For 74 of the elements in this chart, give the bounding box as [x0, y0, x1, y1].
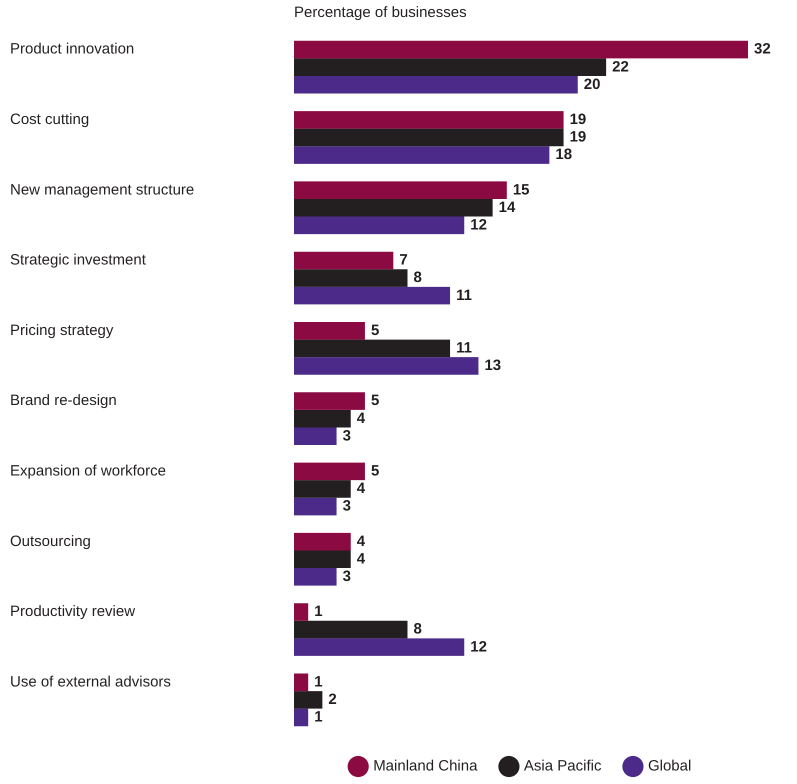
bar: [294, 357, 478, 375]
bar: [294, 427, 337, 446]
y-tick-label: Strategic investment: [10, 252, 147, 269]
data-label: 8: [414, 620, 422, 638]
bar: [294, 620, 408, 638]
bar: [294, 322, 365, 340]
y-tick-label: Use of external advisors: [10, 673, 171, 690]
chart-subtitle: Percentage of businesses: [294, 4, 467, 22]
bar: [294, 340, 450, 358]
data-label: 19: [570, 128, 586, 146]
y-tick-label: Cost cutting: [10, 111, 90, 128]
data-label: 20: [584, 76, 600, 93]
data-label: 15: [512, 181, 530, 198]
legend-label: Mainland China: [373, 758, 478, 775]
data-label: 18: [555, 146, 572, 164]
bar: [294, 550, 351, 568]
bar: [294, 480, 351, 498]
data-label: 13: [484, 357, 502, 374]
bar: [294, 269, 408, 287]
legend-label: Global: [648, 758, 692, 775]
data-label: 1: [314, 673, 323, 690]
bar: [294, 76, 578, 94]
bar: [294, 40, 748, 58]
bar: [294, 498, 337, 516]
data-label: 1: [314, 708, 323, 726]
data-label: 32: [754, 40, 771, 58]
bar: [294, 568, 337, 586]
bar: [294, 673, 308, 692]
bar: [294, 216, 464, 234]
bar: [294, 603, 308, 621]
y-tick-label: Brand re-design: [10, 392, 117, 410]
data-label: 14: [498, 198, 516, 216]
data-label: 5: [370, 462, 380, 480]
bar: [294, 146, 550, 164]
bar: [294, 111, 564, 129]
data-label: 4: [356, 480, 366, 498]
data-label: 3: [342, 568, 351, 585]
data-label: 4: [356, 550, 366, 568]
bar: [294, 462, 365, 480]
bar: [294, 252, 394, 270]
data-label: 7: [399, 252, 408, 269]
bar: [294, 58, 606, 76]
data-label: 19: [570, 111, 586, 128]
y-tick-label: New management structure: [10, 181, 194, 198]
data-label: 22: [612, 58, 629, 76]
data-label: 4: [356, 532, 366, 550]
bar: [294, 638, 464, 656]
y-tick-label: Outsourcing: [10, 532, 91, 550]
data-label: 12: [470, 638, 487, 656]
bar: [294, 128, 564, 146]
data-label: 5: [370, 322, 380, 339]
bar: [294, 410, 351, 428]
data-label: 3: [342, 427, 351, 444]
data-label: 12: [470, 216, 487, 234]
data-label: 5: [370, 392, 380, 410]
y-tick-label: Product innovation: [10, 40, 134, 58]
data-label: 4: [356, 410, 366, 427]
y-tick-label: Expansion of workforce: [10, 462, 166, 480]
data-label: 2: [328, 690, 337, 708]
y-tick-label: Productivity review: [10, 603, 136, 620]
data-label: 8: [414, 269, 422, 286]
data-label: 11: [456, 339, 472, 356]
bar: [294, 691, 322, 709]
data-label: 3: [342, 498, 351, 515]
bar: [294, 181, 507, 199]
bar: [294, 708, 308, 726]
bar: [294, 286, 450, 304]
bar: [294, 198, 493, 217]
legend-label: Asia Pacific: [524, 758, 602, 775]
bar: [294, 532, 351, 550]
data-label: 11: [456, 286, 472, 304]
bar: [294, 392, 365, 410]
data-label: 1: [314, 603, 323, 620]
y-tick-label: Pricing strategy: [10, 322, 114, 339]
